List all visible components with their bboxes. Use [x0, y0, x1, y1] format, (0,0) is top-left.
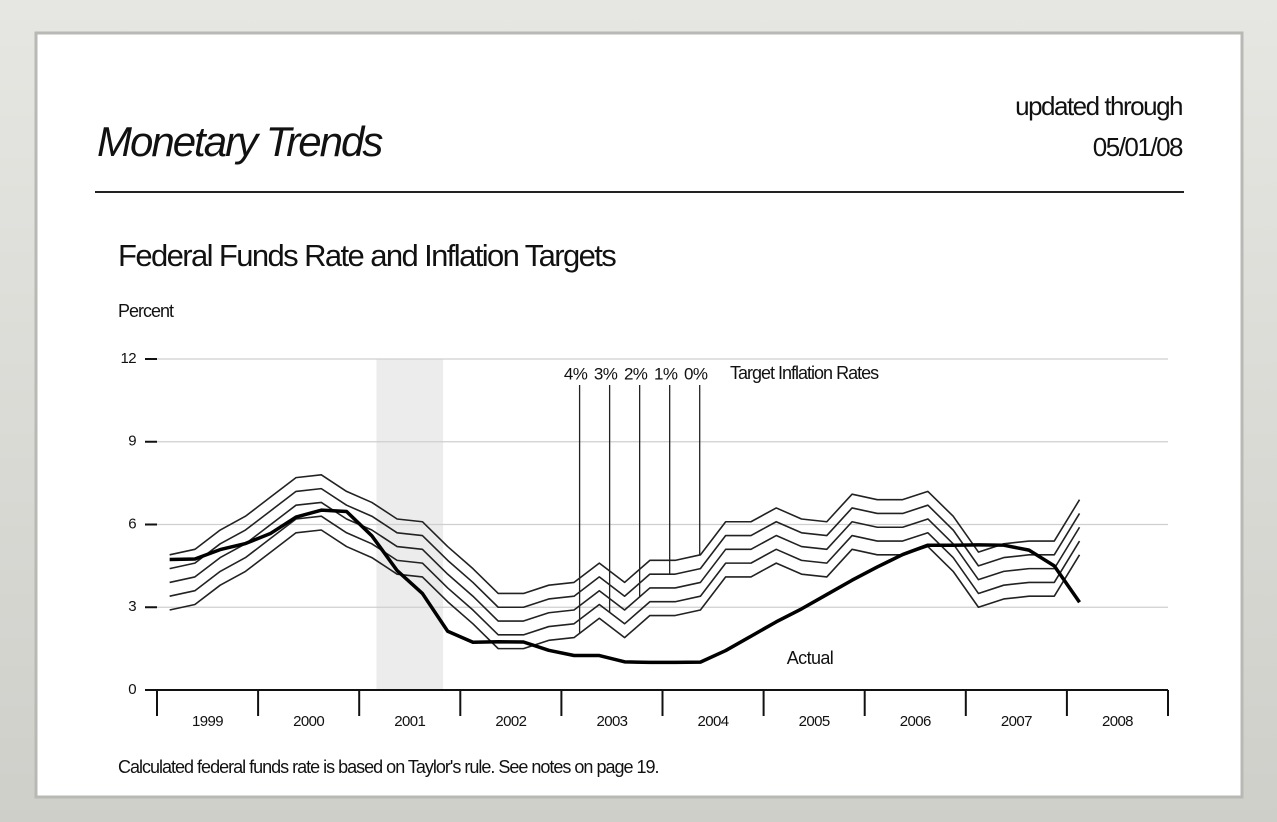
actual-line — [169, 508, 1081, 665]
target-line — [169, 515, 1081, 636]
legend-label: 4% — [564, 364, 588, 383]
legend-title: Target Inflation Rates — [730, 363, 879, 383]
legend-label: 2% — [624, 364, 648, 383]
y-tick-label: 0 — [128, 681, 136, 698]
y-axis-label: Percent — [118, 301, 174, 321]
footnote: Calculated federal funds rate is based o… — [118, 757, 659, 777]
target-line — [169, 487, 1081, 609]
x-tick-label: 1999 — [192, 713, 223, 730]
x-tick-label: 2007 — [1001, 713, 1032, 730]
header-title: Monetary Trends — [97, 118, 383, 165]
updated-label: updated through — [1015, 91, 1182, 121]
target-line — [169, 474, 1081, 595]
legend-label: 1% — [654, 364, 678, 383]
x-tick-label: 2001 — [394, 713, 425, 730]
legend-label: 3% — [594, 364, 618, 383]
y-tick-label: 3 — [128, 598, 136, 615]
y-tick-label: 6 — [128, 515, 136, 532]
page-sheet — [34, 31, 1244, 799]
x-tick-label: 2005 — [799, 713, 830, 730]
y-tick-label: 12 — [121, 350, 137, 367]
legend-label: 0% — [684, 364, 708, 383]
chart-title: Federal Funds Rate and Inflation Targets — [118, 238, 616, 273]
target-line — [169, 501, 1081, 622]
updated-date: 05/01/08 — [1093, 132, 1183, 162]
x-tick-label: 2006 — [900, 713, 931, 730]
x-tick-label: 2000 — [293, 713, 324, 730]
x-tick-label: 2003 — [596, 713, 627, 730]
x-tick-label: 2004 — [698, 713, 729, 730]
x-tick-label: 2002 — [495, 713, 526, 730]
x-tick-label: 2008 — [1102, 713, 1133, 730]
line-label: Actual — [787, 648, 833, 668]
y-tick-label: 9 — [128, 433, 136, 450]
